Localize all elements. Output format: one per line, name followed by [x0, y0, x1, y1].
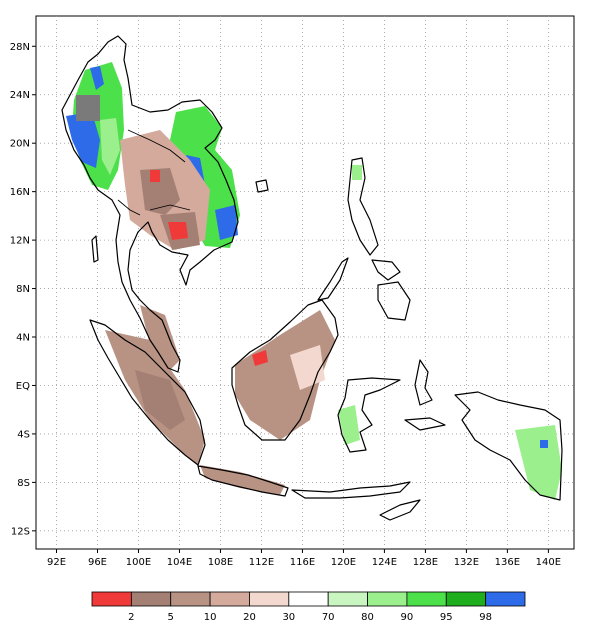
legend-label: 10: [204, 612, 217, 623]
field-thailand-red: [150, 170, 160, 182]
legend-swatch: [445, 591, 487, 607]
legend-label: 70: [322, 612, 335, 623]
coast-visayas: [371, 259, 401, 281]
lon-tick-label: 136E: [495, 557, 520, 568]
coast-andaman: [91, 235, 99, 263]
coast-mainland: [61, 35, 239, 373]
coast-palawan: [317, 257, 349, 301]
lat-tick-label: 28N: [10, 42, 30, 53]
lon-tick-label: 112E: [249, 557, 274, 568]
legend-label: 80: [361, 612, 374, 623]
legend-label: 98: [479, 612, 492, 623]
coast-lesser-sunda: [291, 481, 411, 499]
lon-tick-label: 124E: [372, 557, 397, 568]
legend-swatch: [406, 591, 447, 607]
field-cambodia-red: [168, 222, 188, 240]
coast-borneo: [231, 299, 339, 441]
lon-tick-label: 120E: [331, 557, 356, 568]
field-sulawesi-green: [338, 405, 360, 445]
field-missing-data: [76, 95, 100, 121]
field-myanmar-blue-north: [90, 66, 104, 90]
lon-tick-label: 92E: [47, 557, 66, 568]
color-legend: 2 5 10 20 30 70 80 90 95 98: [91, 591, 526, 623]
border-inner: [117, 129, 191, 216]
shaded-fields: [66, 62, 562, 500]
lat-tick-label: 12S: [11, 526, 30, 537]
legend-label: 20: [243, 612, 256, 623]
legend-swatch: [249, 591, 290, 607]
coast-mindanao: [377, 281, 411, 321]
lon-tick-label: 104E: [167, 557, 192, 568]
field-borneo-red: [252, 350, 268, 366]
legend-swatch: [170, 591, 211, 607]
legend-label: 30: [282, 612, 295, 623]
coast-maluku: [414, 359, 433, 406]
legend-swatch: [367, 591, 408, 607]
lat-tick-label: 20N: [10, 139, 30, 150]
field-papua-green: [515, 425, 562, 500]
field-vietnam-blue: [215, 205, 238, 240]
lat-tick-label: 16N: [10, 187, 30, 198]
lat-tick-label: 8N: [16, 284, 30, 295]
lon-tick-label: 132E: [454, 557, 479, 568]
field-malaya-brown: [140, 305, 180, 370]
coast-luzon: [347, 157, 379, 256]
coast-sulawesi: [337, 377, 401, 453]
lon-tick-label: 108E: [208, 557, 233, 568]
field-myanmar-light: [100, 118, 120, 175]
lat-tick-label: 4N: [16, 333, 30, 344]
lat-tick-label: 4S: [17, 429, 30, 440]
legend-swatch: [485, 591, 526, 607]
lon-tick-label: 128E: [413, 557, 438, 568]
field-papua-blue: [540, 440, 548, 448]
longitude-axis: 92E 96E 100E 104E 108E 112E 116E 120E 124E 128E 13…: [47, 549, 561, 568]
latitude-axis: 28N 24N 20N 16N 12N 8N 4N EQ 4S 8S 12S: [10, 42, 36, 537]
lon-tick-label: 116E: [290, 557, 315, 568]
field-borneo-brown: [235, 310, 335, 440]
coast-papua: [454, 391, 563, 501]
legend-swatch: [288, 591, 329, 607]
field-sumatra-dark: [135, 370, 185, 430]
lat-tick-label: 8S: [17, 478, 30, 489]
legend-label: 2: [128, 612, 134, 623]
lat-tick-label: 24N: [10, 90, 30, 101]
lat-tick-label: 12N: [10, 236, 30, 247]
coast-sumatra: [89, 319, 206, 466]
lon-tick-label: 140E: [536, 557, 561, 568]
lat-tick-label: EQ: [16, 381, 30, 392]
coast-seram: [404, 417, 446, 431]
legend-swatch: [130, 591, 172, 607]
legend-swatch: [327, 591, 368, 607]
field-philippines-green: [352, 165, 362, 180]
lon-tick-label: 100E: [126, 557, 151, 568]
lon-tick-label: 96E: [88, 557, 107, 568]
legend-label: 95: [440, 612, 453, 623]
field-java-brown: [200, 465, 285, 495]
coast-timor: [379, 499, 421, 521]
legend-label: 90: [401, 612, 414, 623]
legend-swatch: [91, 591, 132, 607]
legend-label: 5: [168, 612, 174, 623]
coast-java: [197, 465, 289, 497]
coastlines: [61, 35, 563, 521]
coast-hainan: [255, 179, 269, 193]
map-frame: [35, 15, 575, 550]
field-myanmar-blue: [66, 112, 100, 168]
legend-swatch: [209, 591, 250, 607]
